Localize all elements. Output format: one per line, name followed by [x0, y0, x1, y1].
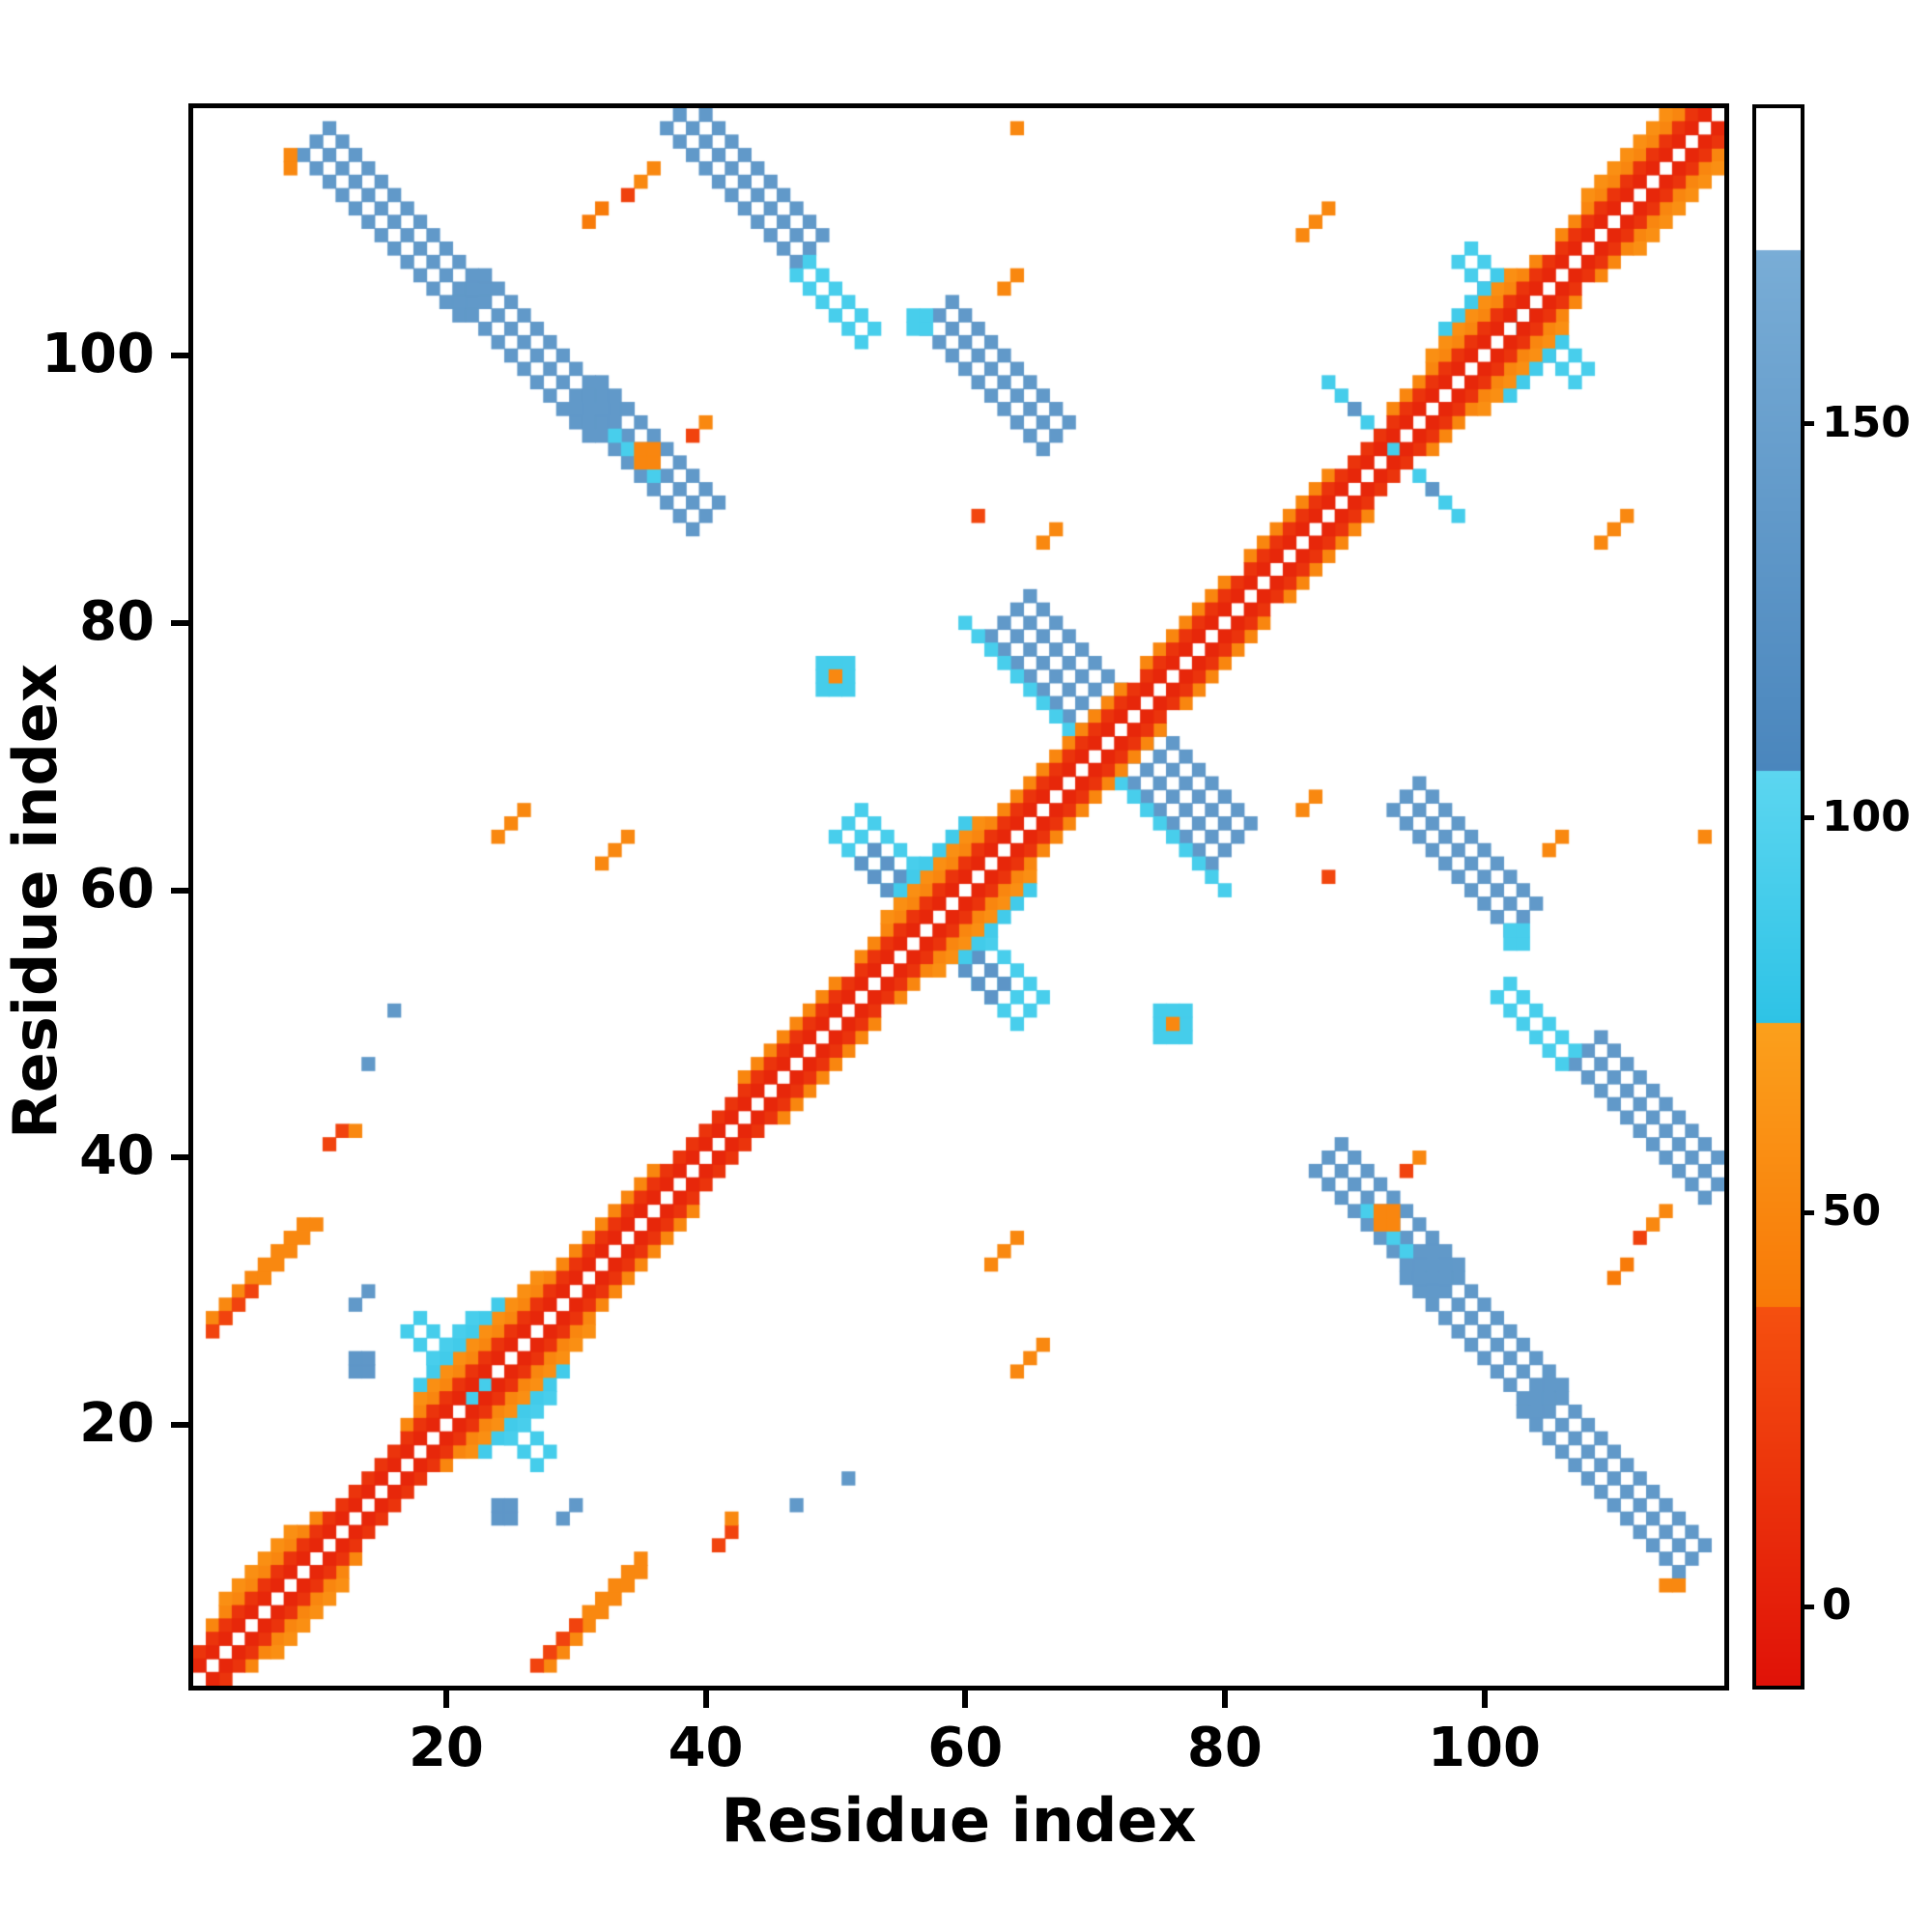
x-tick-mark — [962, 1690, 969, 1708]
x-tick-mark — [702, 1690, 709, 1708]
contact-map-canvas — [193, 108, 1724, 1686]
colorbar-tick-label: 50 — [1822, 1186, 1882, 1236]
colorbar-tick-mark — [1801, 421, 1814, 427]
y-tick-mark — [171, 887, 188, 894]
x-tick-mark — [1221, 1690, 1228, 1708]
colorbar-tick-mark — [1801, 1604, 1814, 1609]
y-tick-label: 80 — [79, 589, 155, 653]
colorbar-canvas — [1756, 108, 1801, 1686]
colorbar-tick-label: 100 — [1822, 791, 1911, 841]
y-tick-mark — [171, 619, 188, 626]
x-tick-label: 40 — [668, 1717, 744, 1779]
y-tick-mark — [171, 1422, 188, 1429]
x-tick-mark — [442, 1690, 449, 1708]
colorbar-tick-mark — [1801, 815, 1814, 821]
colorbar — [1752, 104, 1804, 1690]
colorbar-tick-mark — [1801, 1209, 1814, 1215]
x-tick-label: 20 — [408, 1717, 484, 1779]
x-tick-label: 100 — [1428, 1717, 1541, 1779]
y-axis-title: Residue index — [0, 664, 71, 1139]
y-tick-label: 60 — [79, 857, 155, 921]
x-axis-title: Residue index — [721, 1785, 1197, 1856]
y-tick-label: 40 — [79, 1124, 155, 1188]
y-tick-mark — [171, 353, 188, 359]
y-tick-mark — [171, 1154, 188, 1161]
y-tick-label: 100 — [42, 323, 155, 386]
x-tick-label: 80 — [1186, 1717, 1263, 1779]
colorbar-tick-label: 150 — [1822, 397, 1911, 447]
x-tick-mark — [1481, 1690, 1488, 1708]
x-tick-label: 60 — [927, 1717, 1004, 1779]
y-tick-label: 20 — [79, 1392, 155, 1456]
colorbar-tick-label: 0 — [1822, 1580, 1852, 1631]
plot-area — [188, 103, 1729, 1690]
